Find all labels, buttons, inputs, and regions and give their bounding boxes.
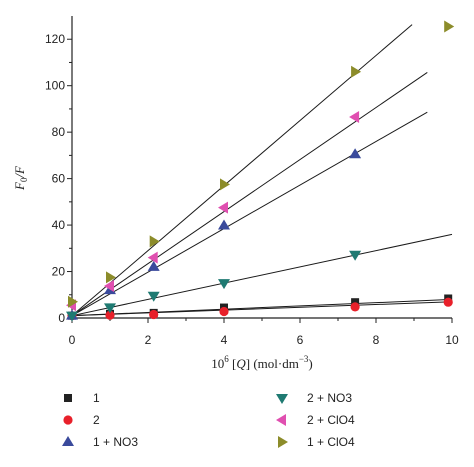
x-title-part: 6 — [224, 354, 229, 364]
point-series-1 — [219, 306, 229, 317]
point-series-2 — [349, 148, 362, 159]
point-series-5 — [106, 271, 116, 284]
legend-label: 2 + NO3 — [307, 391, 352, 405]
x-title-part: ) — [308, 356, 312, 371]
y-title-part: 0 — [19, 177, 29, 182]
x-tick-label: 2 — [145, 333, 152, 347]
point-series-1 — [105, 310, 115, 320]
legend-label: 2 — [93, 413, 100, 427]
point-series-3 — [66, 311, 78, 322]
fit-line-1 — [71, 301, 453, 317]
y-tick-label: 60 — [52, 172, 66, 186]
axes-frame — [71, 16, 452, 319]
fit-line-3 — [71, 233, 453, 317]
point-series-3 — [147, 291, 160, 302]
point-series-5 — [68, 295, 78, 308]
fit-line-5 — [71, 24, 413, 317]
legend-label: 1 + NO3 — [93, 435, 138, 449]
y-axis-title: F0/F — [12, 165, 29, 191]
y-tick-label: 80 — [52, 125, 66, 139]
legend-marker — [63, 415, 73, 425]
y-tick-label: 120 — [45, 32, 65, 46]
y-title-part: F — [12, 181, 27, 191]
point-series-3 — [104, 303, 116, 314]
x-title-part: Q — [236, 356, 246, 371]
point-series-5 — [149, 235, 160, 248]
legend: 1 2 1 + NO3 2 + NO3 2 + ClO4 1 + ClO4 — [62, 391, 355, 449]
legend-marker — [62, 436, 74, 446]
legend-item: 1 — [64, 391, 100, 405]
x-tick-label: 6 — [297, 333, 304, 347]
legend-marker — [64, 394, 72, 402]
point-series-4 — [147, 251, 158, 264]
point-series-1 — [149, 309, 159, 320]
x-title-part: −3 — [299, 354, 309, 364]
legend-item: 2 — [63, 413, 100, 427]
x-title-part: ] (mol·dm — [246, 356, 299, 371]
x-tick-label: 4 — [221, 333, 228, 347]
x-title-part: 10 — [211, 356, 224, 371]
legend-label: 1 — [93, 391, 100, 405]
point-series-1 — [443, 297, 453, 307]
legend-item: 2 + ClO4 — [276, 413, 355, 427]
x-axis-title: 106 [Q] (mol·dm−3) — [211, 354, 312, 371]
point-series-2 — [218, 219, 230, 230]
point-series-4 — [104, 279, 114, 292]
point-series-0 — [351, 298, 360, 307]
y-tick-label: 100 — [45, 79, 65, 93]
y-title-part: /F — [12, 165, 27, 179]
legend-label: 1 + ClO4 — [307, 435, 355, 449]
x-tick-label: 8 — [373, 333, 380, 347]
data-points — [66, 20, 455, 322]
legend-marker — [276, 414, 286, 426]
point-series-1 — [350, 302, 360, 312]
x-tick-label: 10 — [445, 333, 459, 347]
point-series-5 — [351, 65, 362, 78]
point-series-2 — [147, 260, 160, 271]
x-title-part: [ — [229, 356, 237, 371]
legend-item: 1 + ClO4 — [278, 435, 355, 449]
legend-item: 1 + NO3 — [62, 435, 138, 449]
legend-marker — [276, 394, 288, 404]
x-tick-label: 0 — [69, 333, 76, 347]
legend-label: 2 + ClO4 — [307, 413, 355, 427]
point-series-3 — [349, 250, 362, 261]
point-series-3 — [218, 279, 230, 290]
point-series-5 — [444, 20, 455, 33]
fit-line-2 — [71, 111, 428, 317]
point-series-4 — [349, 111, 360, 124]
point-series-4 — [218, 201, 228, 214]
legend-item: 2 + NO3 — [276, 391, 352, 405]
legend-marker — [278, 436, 288, 448]
y-tick-label: 40 — [52, 218, 66, 232]
point-series-5 — [220, 178, 230, 191]
fit-lines — [71, 24, 453, 317]
y-tick-label: 0 — [58, 311, 65, 325]
y-tick-label: 20 — [52, 265, 66, 279]
fit-line-4 — [71, 71, 428, 317]
